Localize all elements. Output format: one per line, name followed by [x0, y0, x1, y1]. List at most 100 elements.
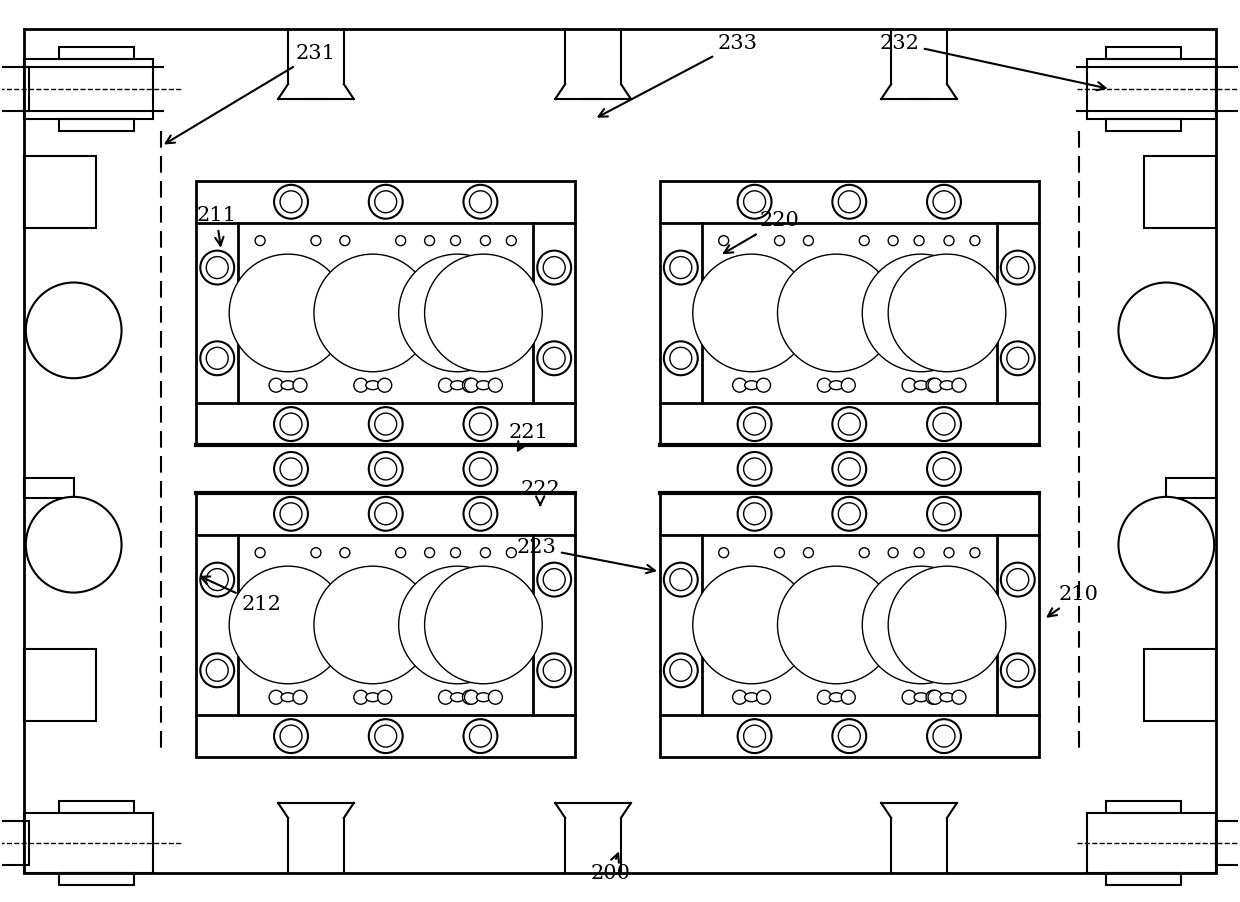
Circle shape [832, 452, 867, 486]
Circle shape [293, 378, 308, 392]
Ellipse shape [830, 381, 843, 390]
Circle shape [368, 185, 403, 218]
Circle shape [862, 254, 980, 372]
Circle shape [1007, 659, 1029, 681]
Circle shape [429, 570, 538, 680]
Ellipse shape [366, 381, 379, 390]
Circle shape [206, 347, 228, 369]
Circle shape [506, 235, 516, 245]
Bar [1145, 649, 1216, 722]
Circle shape [470, 413, 491, 435]
Circle shape [255, 235, 265, 245]
Bar [1106, 47, 1182, 60]
Circle shape [368, 497, 403, 530]
Circle shape [859, 548, 869, 557]
Circle shape [817, 378, 831, 392]
Circle shape [888, 235, 898, 245]
Circle shape [838, 502, 861, 525]
Circle shape [378, 690, 392, 704]
Ellipse shape [744, 381, 759, 390]
Bar [58, 801, 134, 813]
Circle shape [229, 254, 347, 372]
Circle shape [1007, 568, 1029, 591]
Circle shape [374, 191, 397, 213]
Circle shape [274, 185, 308, 218]
Circle shape [201, 341, 234, 375]
Circle shape [1001, 341, 1034, 375]
Bar [1106, 801, 1182, 813]
Text: 211: 211 [196, 207, 237, 245]
Circle shape [374, 502, 397, 525]
Circle shape [738, 719, 771, 753]
Text: 200: 200 [590, 853, 630, 883]
Circle shape [463, 378, 476, 392]
Circle shape [1001, 563, 1034, 596]
Circle shape [738, 407, 771, 441]
Circle shape [838, 725, 861, 747]
Circle shape [463, 690, 476, 704]
Circle shape [775, 548, 785, 557]
Circle shape [663, 251, 698, 284]
Circle shape [399, 254, 516, 372]
Circle shape [862, 566, 980, 684]
Ellipse shape [914, 693, 928, 702]
Circle shape [543, 659, 565, 681]
Circle shape [888, 548, 898, 557]
Circle shape [1007, 256, 1029, 279]
Circle shape [804, 548, 813, 557]
Circle shape [928, 690, 942, 704]
Circle shape [756, 690, 770, 704]
Circle shape [439, 378, 453, 392]
Circle shape [670, 347, 692, 369]
Circle shape [719, 235, 729, 245]
Circle shape [340, 235, 350, 245]
Circle shape [663, 341, 698, 375]
Circle shape [867, 570, 976, 680]
Circle shape [859, 235, 869, 245]
Circle shape [944, 235, 954, 245]
Circle shape [738, 497, 771, 530]
Circle shape [450, 548, 460, 557]
Circle shape [928, 185, 961, 218]
Ellipse shape [281, 381, 295, 390]
Circle shape [374, 413, 397, 435]
Bar [24, 156, 95, 227]
Circle shape [903, 378, 916, 392]
Circle shape [429, 258, 538, 368]
Circle shape [970, 548, 980, 557]
Circle shape [464, 719, 497, 753]
Circle shape [274, 407, 308, 441]
Circle shape [1001, 251, 1034, 284]
Text: 232: 232 [879, 33, 1106, 90]
Circle shape [465, 378, 479, 392]
Ellipse shape [281, 693, 295, 702]
Circle shape [892, 570, 1002, 680]
Circle shape [841, 378, 856, 392]
Circle shape [777, 254, 895, 372]
Bar [0, 821, 29, 865]
Circle shape [439, 690, 453, 704]
Bar [24, 649, 95, 722]
Bar [1216, 821, 1240, 865]
Circle shape [269, 690, 283, 704]
Circle shape [537, 251, 572, 284]
Circle shape [932, 502, 955, 525]
Circle shape [928, 497, 961, 530]
Bar [1106, 873, 1182, 885]
Circle shape [403, 570, 512, 680]
Circle shape [663, 653, 698, 687]
Ellipse shape [450, 693, 465, 702]
Circle shape [280, 458, 303, 480]
Circle shape [26, 497, 122, 593]
Circle shape [470, 502, 491, 525]
Circle shape [537, 341, 572, 375]
Circle shape [470, 458, 491, 480]
Circle shape [470, 191, 491, 213]
Circle shape [777, 566, 895, 684]
Bar [24, 478, 73, 498]
Circle shape [464, 407, 497, 441]
Text: 210: 210 [1048, 585, 1099, 616]
Circle shape [804, 235, 813, 245]
Circle shape [663, 563, 698, 596]
Circle shape [932, 458, 955, 480]
